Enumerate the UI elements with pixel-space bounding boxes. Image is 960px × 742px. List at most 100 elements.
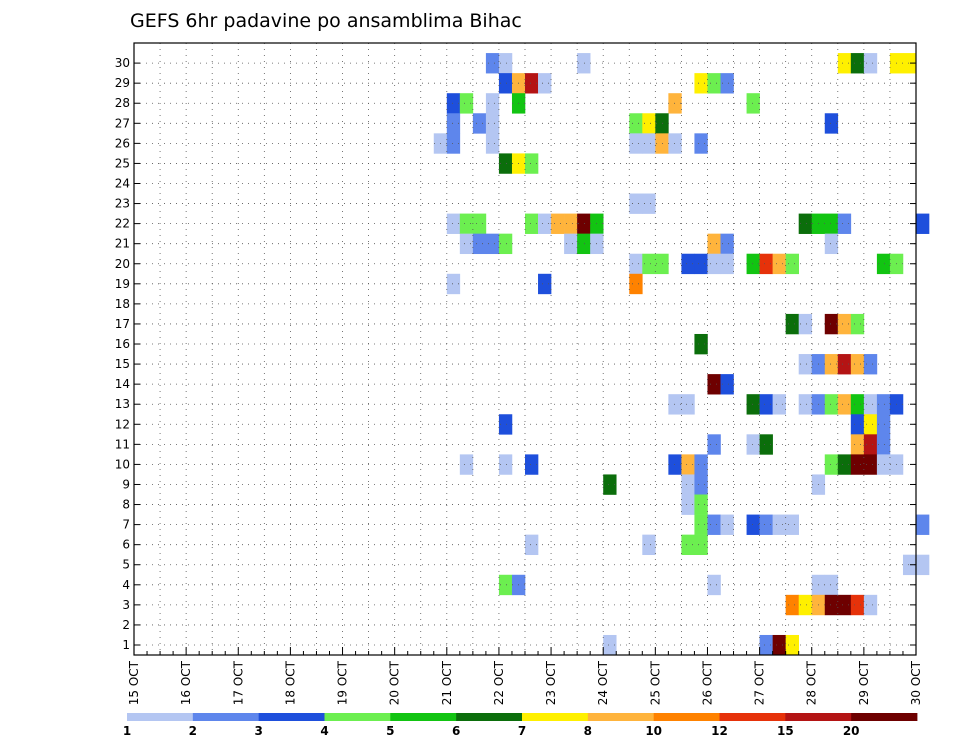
x-tick-label: 18 OCT bbox=[283, 660, 297, 705]
heatmap-cell bbox=[772, 514, 786, 535]
heatmap-cell bbox=[577, 213, 591, 234]
heatmap-cell bbox=[459, 454, 474, 475]
heatmap-cell bbox=[863, 454, 878, 475]
heatmap-cell bbox=[564, 233, 578, 255]
colorbar-swatch bbox=[653, 713, 720, 721]
heatmap-cells bbox=[433, 53, 930, 656]
colorbar-label: 1 bbox=[123, 724, 131, 738]
heatmap-cell bbox=[459, 93, 474, 114]
x-tick-label: 16 OCT bbox=[179, 660, 193, 705]
heatmap-cell bbox=[850, 454, 865, 475]
heatmap-cell bbox=[824, 313, 839, 335]
heatmap-cell bbox=[681, 474, 695, 495]
heatmap-cell bbox=[681, 394, 695, 415]
x-tick-label: 19 OCT bbox=[336, 660, 350, 705]
colorbar-swatch bbox=[127, 713, 194, 721]
heatmap-cell bbox=[642, 253, 656, 275]
heatmap-cell bbox=[603, 634, 617, 656]
heatmap-cell bbox=[824, 213, 839, 234]
heatmap-cell bbox=[863, 414, 878, 435]
colorbar-swatch bbox=[587, 713, 655, 721]
heatmap-cell bbox=[707, 233, 721, 255]
heatmap-cell bbox=[902, 554, 917, 576]
heatmap-cell bbox=[707, 374, 721, 395]
y-axis: 1234567891011121314151617181920212223242… bbox=[115, 56, 916, 652]
heatmap-cell bbox=[642, 133, 656, 154]
heatmap-cell bbox=[629, 193, 643, 214]
x-tick-label: 22 OCT bbox=[492, 660, 506, 705]
colorbar-label: 2 bbox=[189, 724, 197, 738]
heatmap-cell bbox=[681, 454, 695, 475]
heatmap-cell bbox=[694, 454, 708, 475]
y-tick-label: 30 bbox=[115, 56, 130, 70]
heatmap-cell bbox=[837, 313, 852, 335]
heatmap-cell bbox=[694, 253, 708, 275]
heatmap-cell bbox=[525, 153, 539, 174]
heatmap-cell bbox=[485, 93, 500, 114]
heatmap-cell bbox=[498, 414, 513, 435]
chart-title: GEFS 6hr padavine po ansamblima Bihac bbox=[130, 10, 522, 32]
heatmap-cell bbox=[720, 233, 734, 255]
colorbar-label: 4 bbox=[320, 724, 328, 738]
heatmap-cell bbox=[759, 394, 773, 415]
colorbar-swatch bbox=[258, 713, 325, 721]
heatmap-cell bbox=[772, 394, 786, 415]
y-tick-label: 19 bbox=[115, 277, 130, 291]
heatmap-cell bbox=[525, 213, 539, 234]
heatmap-cell bbox=[824, 594, 839, 616]
heatmap-cell bbox=[485, 133, 500, 154]
chart-grid bbox=[134, 43, 916, 655]
heatmap-cell bbox=[707, 434, 721, 455]
x-tick-label: 28 OCT bbox=[805, 660, 819, 705]
colorbar-swatch bbox=[785, 713, 852, 721]
y-tick-label: 23 bbox=[115, 197, 130, 211]
heatmap-cell bbox=[694, 474, 708, 495]
colorbar-label: 20 bbox=[843, 724, 860, 738]
x-tick-label: 15 OCT bbox=[127, 660, 141, 705]
colorbar-swatch bbox=[851, 713, 918, 721]
colorbar-label: 15 bbox=[777, 724, 794, 738]
heatmap-cell bbox=[720, 253, 734, 275]
x-tick-label: 20 OCT bbox=[388, 660, 402, 705]
heatmap-cell bbox=[916, 554, 930, 576]
heatmap-cell bbox=[707, 514, 721, 535]
heatmap-cell bbox=[707, 574, 721, 596]
x-tick-label: 23 OCT bbox=[544, 660, 558, 705]
x-tick-label: 24 OCT bbox=[596, 660, 610, 705]
heatmap-cell bbox=[485, 53, 500, 74]
y-tick-label: 24 bbox=[115, 176, 130, 190]
heatmap-cell bbox=[876, 434, 891, 455]
heatmap-cell bbox=[629, 133, 643, 154]
heatmap-cell bbox=[759, 634, 773, 656]
heatmap-cell bbox=[681, 494, 695, 515]
y-tick-label: 6 bbox=[122, 538, 130, 552]
heatmap-cell bbox=[538, 213, 552, 234]
heatmap-cell bbox=[603, 474, 617, 495]
heatmap-cell bbox=[876, 454, 891, 475]
heatmap-cell bbox=[876, 414, 891, 435]
x-tick-label: 21 OCT bbox=[440, 660, 454, 705]
heatmap-cell bbox=[746, 514, 760, 535]
colorbar-swatch bbox=[192, 713, 260, 721]
heatmap-cell bbox=[759, 434, 773, 455]
heatmap-cell bbox=[746, 93, 760, 114]
heatmap-cell bbox=[785, 253, 799, 275]
heatmap-cell bbox=[668, 454, 682, 475]
heatmap-cell bbox=[798, 394, 813, 415]
colorbar-swatch bbox=[390, 713, 457, 721]
heatmap-cell bbox=[863, 394, 878, 415]
heatmap-cell bbox=[746, 434, 760, 455]
heatmap-cell bbox=[472, 113, 487, 134]
heatmap-cell bbox=[824, 113, 839, 134]
heatmap-cell bbox=[629, 273, 643, 295]
y-tick-label: 13 bbox=[115, 397, 130, 411]
heatmap-cell bbox=[837, 394, 852, 415]
heatmap-cell bbox=[759, 514, 773, 535]
heatmap-cell bbox=[746, 253, 760, 275]
heatmap-cell bbox=[746, 394, 760, 415]
y-tick-label: 29 bbox=[115, 76, 130, 90]
x-tick-label: 17 OCT bbox=[231, 660, 245, 705]
heatmap-cell bbox=[525, 534, 539, 556]
heatmap-cell bbox=[446, 273, 461, 295]
x-tick-label: 30 OCT bbox=[909, 660, 923, 705]
